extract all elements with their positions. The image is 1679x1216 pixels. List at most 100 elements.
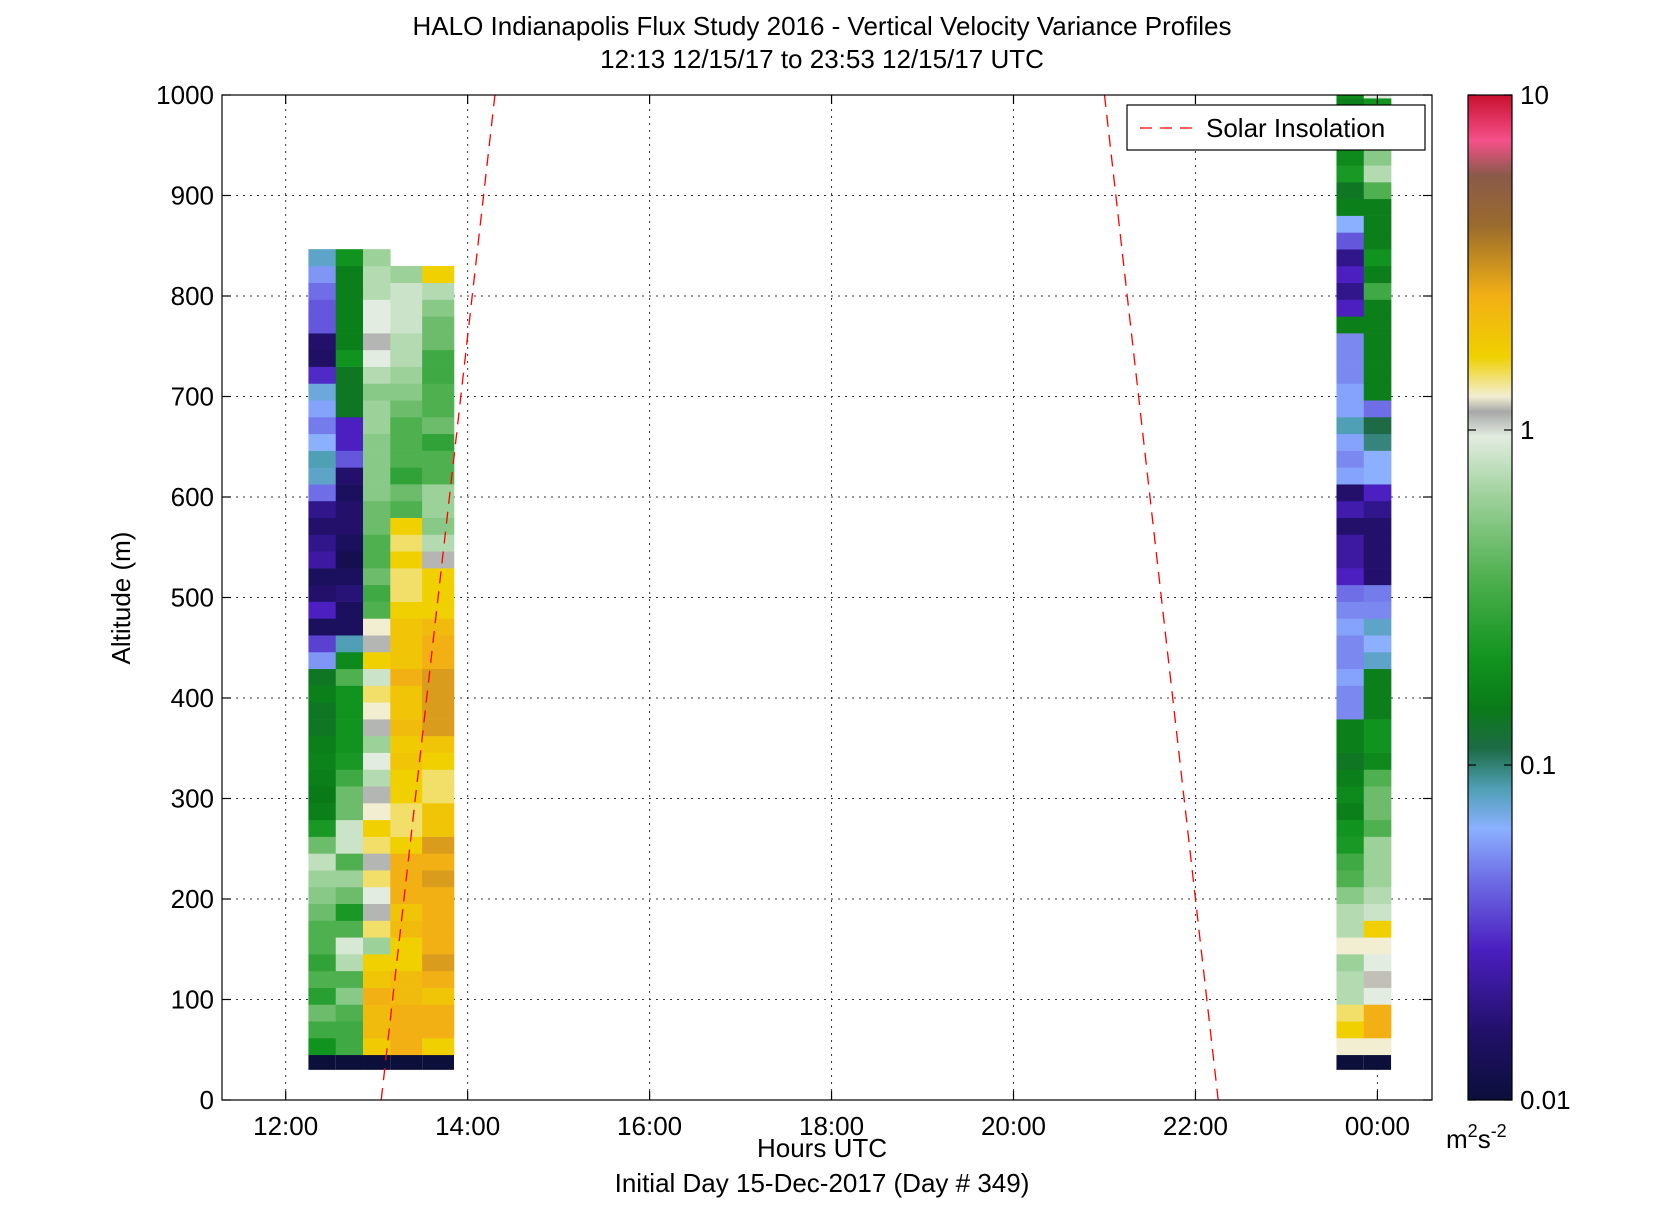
heatmap-cell [390, 1004, 423, 1022]
heatmap-cell [390, 433, 423, 451]
heatmap-cell [422, 534, 455, 552]
heatmap-cell [363, 719, 391, 737]
x-axis-sublabel: Initial Day 15-Dec-2017 (Day # 349) [615, 1168, 1030, 1198]
heatmap-cell [335, 668, 364, 686]
chart-subtitle: 12:13 12/15/17 to 23:53 12/15/17 UTC [600, 44, 1044, 74]
heatmap-cell [1363, 920, 1392, 938]
heatmap-cell [390, 450, 423, 468]
heatmap-cell [363, 333, 391, 351]
heatmap-cell [1363, 148, 1392, 166]
heatmap-cell [1363, 349, 1392, 367]
x-axis-label: Hours UTC [757, 1133, 887, 1163]
heatmap-cell [1336, 95, 1365, 99]
heatmap-cell [1336, 282, 1365, 300]
heatmap-cell [308, 349, 337, 367]
heatmap-cell [422, 937, 455, 955]
heatmap-cell [308, 752, 337, 770]
heatmap-cell [422, 1004, 455, 1022]
heatmap-cell [390, 349, 423, 367]
y-axis-ticks: 0 100 200 300 400 500 600 700 800 900 1000 [156, 80, 1432, 1115]
heatmap-cell [335, 534, 364, 552]
heatmap-cell [363, 433, 391, 451]
y-tick-label-9: 900 [171, 181, 214, 211]
heatmap-cell [363, 987, 391, 1005]
x-tick-label-0: 12:00 [253, 1111, 318, 1141]
heatmap-cell [1363, 383, 1392, 401]
heatmap-cell [308, 433, 337, 451]
heatmap-cell [1336, 215, 1365, 233]
heatmap-cell [1336, 265, 1365, 284]
heatmap-cell [1336, 232, 1365, 250]
heatmap-cell [390, 886, 423, 905]
heatmap-cell [1336, 786, 1365, 804]
heatmap-cell [1363, 735, 1392, 753]
heatmap-cell [1363, 685, 1392, 703]
heatmap-cell [390, 970, 423, 988]
heatmap-cell [1336, 467, 1365, 485]
colorbar-ticks: 0.01 0.1 1 10 [1468, 80, 1571, 1115]
heatmap-cell [422, 970, 455, 988]
heatmap-cell [308, 450, 337, 468]
colorbar-tick-label-2: 1 [1520, 415, 1534, 445]
heatmap-cell [335, 618, 364, 636]
heatmap-cell-bottom-5 [1336, 1054, 1364, 1070]
heatmap-cell [390, 467, 423, 485]
heatmap-cell [1336, 400, 1365, 418]
heatmap-cell [335, 970, 364, 988]
heatmap-cell [1363, 870, 1392, 888]
y-tick-label-10: 1000 [156, 80, 214, 110]
heatmap-cell [308, 685, 337, 703]
heatmap-cell [335, 517, 364, 535]
heatmap-cell [308, 836, 337, 854]
heatmap-cell [1363, 752, 1392, 770]
heatmap-cell [308, 551, 337, 569]
heatmap-cell-bottom-3 [390, 1054, 423, 1070]
heatmap-cell [308, 568, 337, 586]
heatmap-cell [363, 601, 391, 619]
heatmap-cell [335, 366, 364, 384]
heatmap-cell [390, 417, 423, 435]
heatmap-cell [363, 383, 391, 401]
heatmap-cell [422, 366, 455, 384]
heatmap-cell [1336, 568, 1365, 586]
heatmap-cell [308, 651, 337, 670]
heatmap-cell [335, 1037, 364, 1056]
heatmap-cell [1363, 937, 1392, 955]
heatmap-cell [335, 249, 364, 267]
colorbar-units: m2s-2 [1446, 1121, 1507, 1154]
y-tick-label-8: 800 [171, 281, 214, 311]
heatmap-cell [363, 819, 391, 837]
heatmap-cell [390, 920, 423, 938]
heatmap-cell [422, 282, 455, 300]
heatmap-cell [308, 1021, 337, 1039]
heatmap-cell [363, 970, 391, 988]
colorbar-tick-label-0: 0.01 [1520, 1085, 1571, 1115]
heatmap-cell [308, 282, 337, 300]
legend-box [1126, 104, 1426, 151]
heatmap-cell [1363, 987, 1392, 1005]
heatmap-cell [335, 870, 364, 888]
heatmap-cell [1336, 853, 1365, 871]
heatmap-cell [363, 735, 391, 753]
heatmap-cell [335, 719, 364, 737]
y-axis-label: Altitude (m) [106, 532, 136, 665]
heatmap-cell [422, 265, 455, 284]
heatmap-cell [363, 685, 391, 703]
heatmap-cell [422, 500, 455, 519]
heatmap-cell [1363, 1021, 1392, 1039]
heatmap-cell [390, 484, 423, 502]
heatmap-cell [335, 836, 364, 854]
heatmap-cell [308, 735, 337, 753]
heatmap-cell [308, 987, 337, 1005]
heatmap-cell [1363, 1037, 1392, 1056]
heatmap-cell [363, 668, 391, 686]
heatmap-cell [1363, 198, 1392, 216]
heatmap-cell [1363, 333, 1392, 351]
heatmap-cell [390, 987, 423, 1005]
heatmap-cell [1336, 970, 1365, 988]
heatmap-cell [335, 282, 364, 300]
heatmap-cell [308, 601, 337, 619]
heatmap-cell [335, 886, 364, 905]
heatmap-cell [1336, 316, 1365, 334]
heatmap-cell [335, 651, 364, 670]
